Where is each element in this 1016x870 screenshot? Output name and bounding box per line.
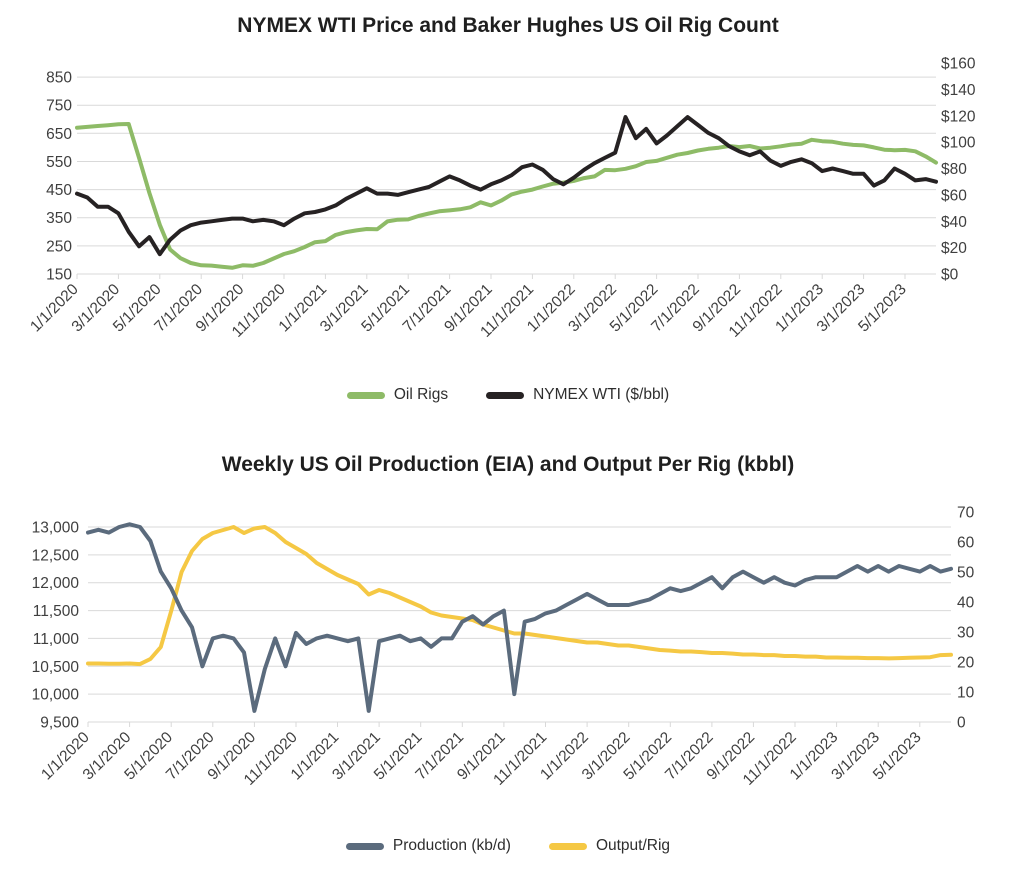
legend-item-oil-rigs: Oil Rigs: [346, 386, 449, 404]
left-axis-labels: 850 750 650 550 450 350 250 150: [46, 70, 72, 284]
chart2-plot-area: 1/1/20203/1/20205/1/20207/1/20209/1/2020…: [32, 505, 975, 789]
legend-item-production: Production (kb/d): [345, 837, 511, 855]
left-axis-label: 10,500: [32, 659, 80, 676]
right-axis-label: 50: [957, 565, 975, 582]
left-axis-label: 13,000: [32, 520, 80, 537]
chart1-title: NYMEX WTI Price and Baker Hughes US Oil …: [237, 14, 779, 37]
right-axis-label: 30: [957, 625, 975, 642]
right-axis-label: $140: [941, 82, 976, 99]
left-axis-label: 250: [46, 238, 72, 255]
right-axis-label: $100: [941, 135, 976, 152]
right-axis-label: $80: [941, 161, 967, 178]
right-axis-label: $40: [941, 214, 967, 231]
output-rig-line: [86, 525, 953, 667]
right-axis-label: 10: [957, 685, 975, 702]
oil-rigs-line: [75, 122, 938, 270]
right-axis-label: $160: [941, 56, 976, 73]
chart1-legend: Oil Rigs NYMEX WTI ($/bbl): [0, 386, 1016, 404]
right-axis-label: 70: [957, 505, 975, 522]
left-axis-label: 550: [46, 154, 72, 171]
legend-label: Production (kb/d): [392, 837, 511, 854]
x-axis-labels: 1/1/20203/1/20205/1/20207/1/20209/1/2020…: [27, 281, 910, 341]
left-axis-label: 11,000: [33, 631, 80, 648]
output-rig-swatch: [548, 842, 587, 850]
left-axis-label: 12,000: [32, 575, 80, 592]
right-axis-label: $60: [941, 187, 967, 204]
right-axis-labels: 70 60 50 40 30 20 10 0: [957, 505, 975, 732]
chart1-plot-area: 1/1/20203/1/20205/1/20207/1/20209/1/2020…: [27, 56, 976, 341]
chart2-title: Weekly US Oil Production (EIA) and Outpu…: [221, 453, 795, 476]
left-axis-label: 850: [46, 70, 72, 87]
left-axis-label: 350: [46, 210, 72, 227]
gridlines: [88, 526, 951, 723]
legend-item-output-rig: Output/Rig: [548, 837, 671, 855]
right-axis-label: 60: [957, 535, 975, 552]
right-axis-label: 20: [957, 655, 975, 672]
chart-production-output: Weekly US Oil Production (EIA) and Outpu…: [0, 435, 1016, 870]
left-axis-label: 12,500: [32, 547, 80, 564]
right-axis-label: $0: [941, 267, 959, 284]
left-axis-label: 150: [46, 267, 72, 284]
nymex-wti-swatch: [486, 391, 525, 399]
x-axis-labels: 1/1/20203/1/20205/1/20207/1/20209/1/2020…: [38, 729, 924, 789]
right-axis-labels: $160 $140 $120 $100 $80 $60 $40 $20 $0: [941, 56, 976, 284]
chart-wti-rigs: NYMEX WTI Price and Baker Hughes US Oil …: [0, 14, 1016, 404]
right-axis-label: 0: [957, 715, 966, 732]
production-line: [86, 522, 953, 713]
nymex-wti-line: [75, 115, 938, 257]
x-axis-ticks: [76, 274, 906, 279]
left-axis-label: 9,500: [40, 715, 79, 732]
legend-label: Output/Rig: [595, 837, 671, 854]
left-axis-label: 750: [46, 98, 72, 115]
left-axis-label: 450: [46, 182, 72, 199]
right-axis-label: 40: [957, 595, 975, 612]
x-axis-ticks: [87, 722, 921, 727]
legend-label: NYMEX WTI ($/bbl): [533, 386, 670, 403]
chart2-legend: Production (kb/d) Output/Rig: [0, 837, 1016, 855]
oil-rigs-swatch: [346, 391, 385, 399]
left-axis-label: 10,000: [32, 687, 80, 704]
left-axis-labels: 13,000 12,500 12,000 11,500 11,000 10,500 10,0…: [32, 520, 80, 732]
legend-label: Oil Rigs: [393, 386, 449, 403]
right-axis-label: $120: [941, 108, 976, 125]
production-swatch: [345, 842, 384, 850]
legend-item-nymex-wti: NYMEX WTI ($/bbl): [486, 386, 669, 404]
left-axis-label: 650: [46, 126, 72, 143]
right-axis-label: $20: [941, 240, 967, 257]
left-axis-label: 11,500: [33, 603, 80, 620]
